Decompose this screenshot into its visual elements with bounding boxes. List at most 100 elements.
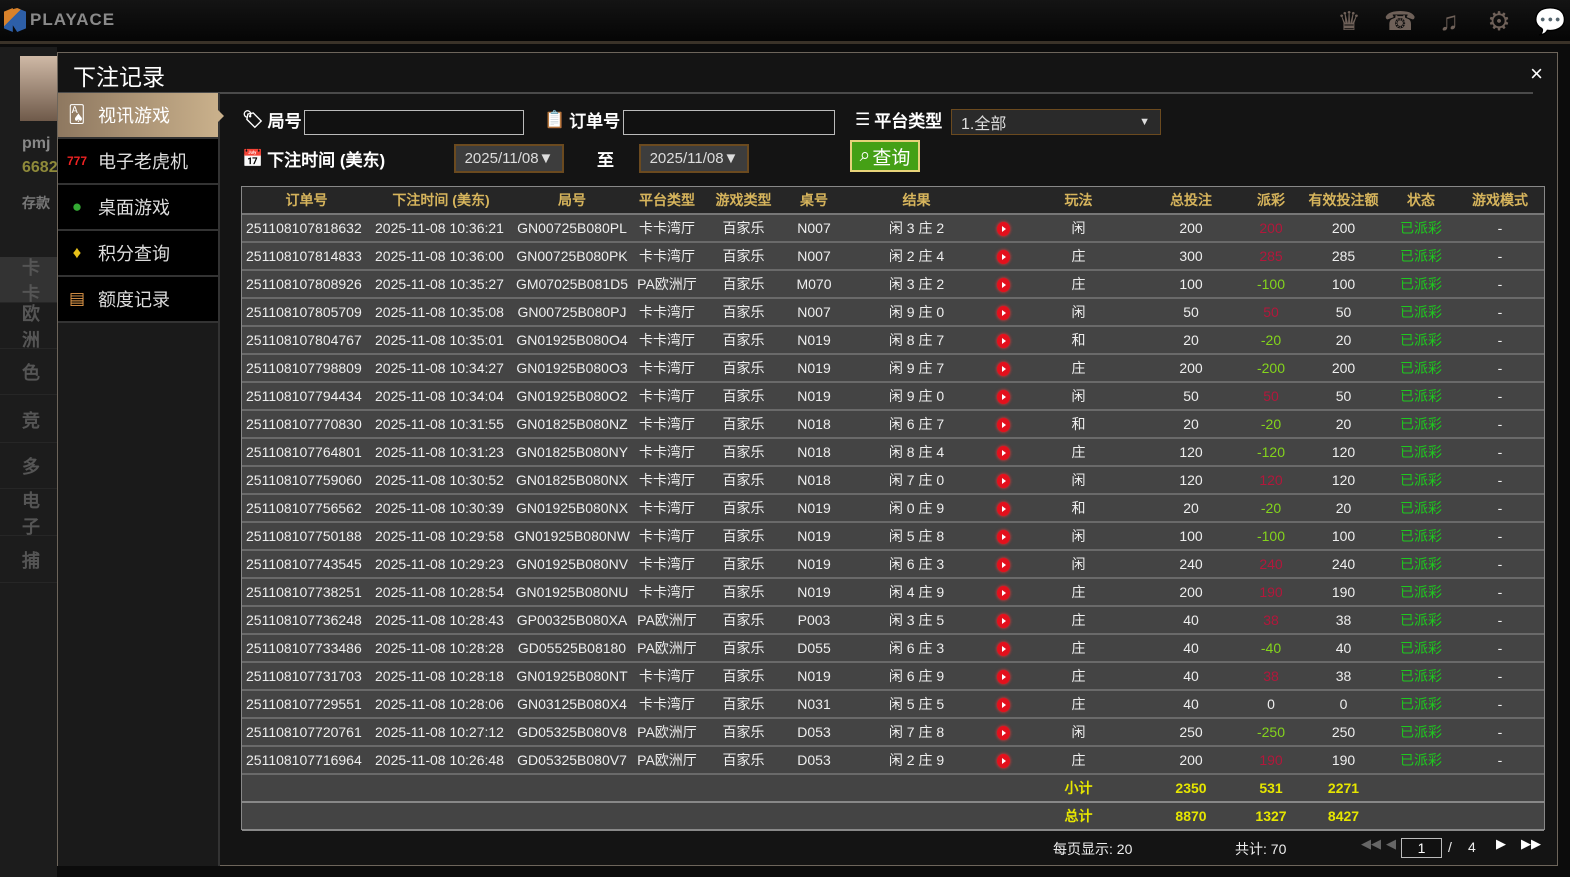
play-video-icon[interactable]: [997, 334, 1010, 349]
play-video-icon[interactable]: [997, 614, 1010, 629]
status-cell: 已派彩: [1386, 410, 1456, 439]
bg-item[interactable]: 电子: [0, 490, 57, 537]
play-video-icon[interactable]: [997, 698, 1010, 713]
deposit-link[interactable]: 存款: [22, 195, 50, 211]
last-page-icon[interactable]: ▶▶: [1521, 836, 1541, 851]
replay-cell[interactable]: [991, 718, 1016, 747]
replay-cell[interactable]: [991, 494, 1016, 523]
page-input[interactable]: [1401, 838, 1442, 858]
play-video-icon[interactable]: [997, 418, 1010, 433]
to-label: 至: [597, 151, 614, 170]
sidebar-item-points[interactable]: ♦ 积分查询: [58, 231, 218, 277]
play-video-icon[interactable]: [997, 642, 1010, 657]
platform-select[interactable]: 1.全部 ▼: [951, 109, 1161, 135]
replay-cell[interactable]: [991, 550, 1016, 579]
platform-cell: 卡卡湾厅: [633, 354, 701, 383]
bg-item[interactable]: 多: [0, 443, 57, 489]
replay-cell[interactable]: [991, 214, 1016, 243]
date-from-select[interactable]: 2025/11/08▼: [454, 144, 564, 173]
play-video-icon[interactable]: [997, 530, 1010, 545]
round-input[interactable]: [304, 110, 524, 135]
result-cell: 闲 8 庄 4: [842, 438, 991, 467]
bet-time-cell: 2025-11-08 10:30:39: [371, 494, 511, 523]
total-bet-cell: 50: [1141, 298, 1241, 327]
bg-item[interactable]: 欧洲: [0, 303, 57, 350]
replay-cell[interactable]: [991, 242, 1016, 271]
game-type-cell: 百家乐: [701, 438, 786, 467]
valid-bet-cell: 50: [1301, 382, 1386, 411]
replay-cell[interactable]: [991, 690, 1016, 719]
order-id-cell: 251108107738251: [242, 578, 371, 607]
replay-cell[interactable]: [991, 606, 1016, 635]
replay-cell[interactable]: [991, 382, 1016, 411]
replay-cell[interactable]: [991, 438, 1016, 467]
valid-bet-cell: 285: [1301, 242, 1386, 271]
close-icon[interactable]: ×: [1530, 61, 1543, 86]
sidebar-item-credit-records[interactable]: ▤ 额度记录: [58, 277, 218, 323]
customer-service-icon[interactable]: ☎: [1384, 6, 1417, 36]
bg-item[interactable]: 竞: [0, 397, 57, 443]
order-input[interactable]: [623, 110, 835, 135]
payout-cell: 50: [1241, 382, 1301, 411]
replay-cell[interactable]: [991, 298, 1016, 327]
play-video-icon[interactable]: [997, 670, 1010, 685]
bg-item[interactable]: 捕: [0, 537, 57, 583]
replay-cell[interactable]: [991, 326, 1016, 355]
play-video-icon[interactable]: [997, 222, 1010, 237]
play-video-icon[interactable]: [997, 306, 1010, 321]
chat-icon[interactable]: 💬: [1534, 6, 1567, 36]
play-video-icon[interactable]: [997, 558, 1010, 573]
prev-page-icon[interactable]: ◀: [1386, 836, 1396, 851]
query-button[interactable]: ⌕ 查询: [850, 140, 920, 172]
vip-icon[interactable]: ♛: [1337, 6, 1361, 36]
play-video-icon[interactable]: [997, 362, 1010, 377]
replay-cell[interactable]: [991, 270, 1016, 299]
replay-cell[interactable]: [991, 578, 1016, 607]
username: pmj: [22, 135, 51, 152]
replay-cell[interactable]: [991, 746, 1016, 775]
platform-cell: 卡卡湾厅: [633, 578, 701, 607]
valid-bet-cell: 240: [1301, 550, 1386, 579]
play-video-icon[interactable]: [997, 474, 1010, 489]
game-type-cell: 百家乐: [701, 606, 786, 635]
logo: PLAYACE: [4, 8, 115, 32]
platform-cell: PA欧洲厅: [633, 718, 701, 747]
play-video-icon[interactable]: [997, 586, 1010, 601]
platform-cell: 卡卡湾厅: [633, 382, 701, 411]
replay-cell[interactable]: [991, 662, 1016, 691]
replay-cell[interactable]: [991, 410, 1016, 439]
bg-item[interactable]: 卡卡: [0, 257, 57, 304]
play-video-icon[interactable]: [997, 278, 1010, 293]
sidebar-item-table-games[interactable]: ● 桌面游戏: [58, 185, 218, 231]
date-to-select[interactable]: 2025/11/08▼: [639, 144, 749, 173]
play-video-icon[interactable]: [997, 726, 1010, 741]
play-video-icon[interactable]: [997, 754, 1010, 769]
gear-icon[interactable]: ⚙: [1487, 6, 1511, 36]
game-type-cell: 百家乐: [701, 662, 786, 691]
table-no-cell: D053: [786, 746, 842, 775]
music-icon[interactable]: ♫: [1439, 6, 1459, 36]
bg-item[interactable]: 色: [0, 349, 57, 395]
play-video-icon[interactable]: [997, 502, 1010, 517]
game-type-cell: 百家乐: [701, 466, 786, 495]
replay-cell[interactable]: [991, 522, 1016, 551]
empty-cell: [1456, 774, 1544, 803]
first-page-icon[interactable]: ◀◀: [1361, 836, 1381, 851]
table-no-cell: N007: [786, 214, 842, 243]
logo-mark: [4, 8, 26, 32]
sidebar-item-live-games[interactable]: 🂡 视讯游戏: [58, 93, 224, 139]
empty-cell: [786, 774, 842, 803]
bet-time-cell: 2025-11-08 10:26:48: [371, 746, 511, 775]
next-page-icon[interactable]: ▶: [1496, 836, 1506, 851]
slot-777-icon: 777: [66, 154, 88, 168]
replay-cell[interactable]: [991, 634, 1016, 663]
sidebar-item-slots[interactable]: 777 电子老虎机: [58, 139, 218, 185]
play-video-icon[interactable]: [997, 390, 1010, 405]
game-mode-cell: -: [1456, 690, 1544, 719]
play-video-icon[interactable]: [997, 446, 1010, 461]
game-type-cell: 百家乐: [701, 410, 786, 439]
play-video-icon[interactable]: [997, 250, 1010, 265]
replay-cell[interactable]: [991, 354, 1016, 383]
replay-cell[interactable]: [991, 466, 1016, 495]
total-bet-cell: 40: [1141, 690, 1241, 719]
